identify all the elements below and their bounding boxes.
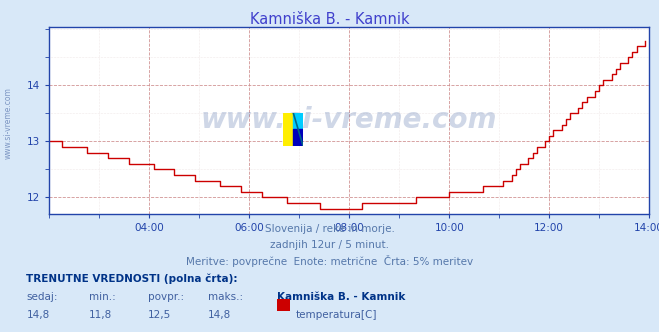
Polygon shape bbox=[293, 129, 303, 146]
Text: maks.:: maks.: bbox=[208, 292, 243, 302]
Text: Kamniška B. - Kamnik: Kamniška B. - Kamnik bbox=[277, 292, 405, 302]
Text: Slovenija / reke in morje.: Slovenija / reke in morje. bbox=[264, 224, 395, 234]
Text: 14,8: 14,8 bbox=[26, 310, 49, 320]
Bar bbox=[283, 113, 293, 146]
Text: sedaj:: sedaj: bbox=[26, 292, 58, 302]
Text: Meritve: povprečne  Enote: metrične  Črta: 5% meritev: Meritve: povprečne Enote: metrične Črta:… bbox=[186, 255, 473, 267]
Text: 12,5: 12,5 bbox=[148, 310, 171, 320]
Text: TRENUTNE VREDNOSTI (polna črta):: TRENUTNE VREDNOSTI (polna črta): bbox=[26, 274, 238, 285]
Text: temperatura[C]: temperatura[C] bbox=[295, 310, 377, 320]
Polygon shape bbox=[293, 113, 303, 129]
Text: www.si-vreme.com: www.si-vreme.com bbox=[3, 87, 13, 159]
Text: 14,8: 14,8 bbox=[208, 310, 231, 320]
Text: 11,8: 11,8 bbox=[89, 310, 112, 320]
Text: Kamniška B. - Kamnik: Kamniška B. - Kamnik bbox=[250, 12, 409, 27]
Text: povpr.:: povpr.: bbox=[148, 292, 185, 302]
Text: min.:: min.: bbox=[89, 292, 116, 302]
Text: www.si-vreme.com: www.si-vreme.com bbox=[201, 106, 498, 134]
Text: zadnjih 12ur / 5 minut.: zadnjih 12ur / 5 minut. bbox=[270, 240, 389, 250]
